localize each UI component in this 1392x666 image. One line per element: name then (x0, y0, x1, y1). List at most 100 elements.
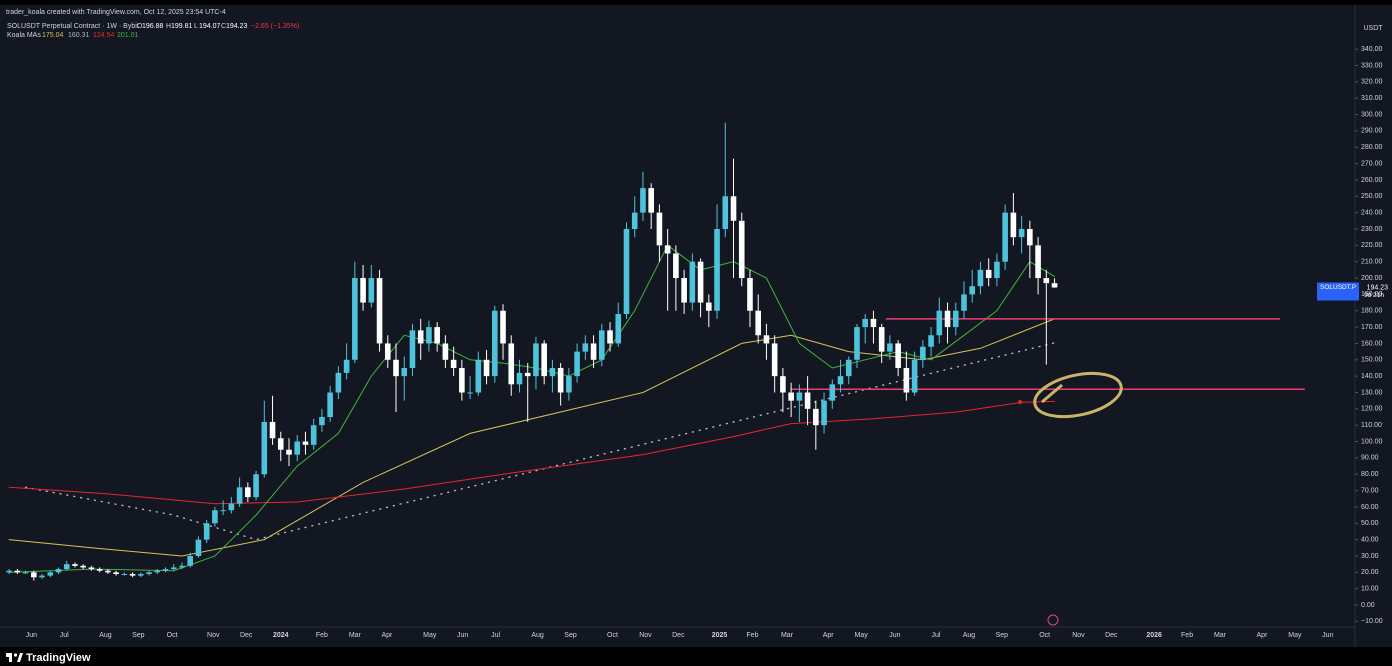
candle-body (409, 330, 416, 368)
price-change: −2.65 (−1.35%) (251, 23, 299, 30)
y-tick-label: 170.00 (1361, 324, 1383, 331)
candle-body (286, 449, 292, 455)
y-tick-label: 270.00 (1361, 160, 1383, 167)
candle-body (656, 212, 663, 246)
ohlc-letter: L (194, 23, 198, 30)
ohlc-value: 196.88 (142, 23, 164, 30)
candle-body (212, 510, 218, 524)
candle-body (1035, 245, 1041, 279)
y-tick-label: 320.00 (1361, 79, 1383, 86)
y-tick-label: 150.00 (1361, 357, 1383, 364)
x-tick-label: Sep (564, 632, 577, 639)
candle-body (574, 351, 580, 377)
indicator-value: 201.01 (117, 32, 139, 39)
x-tick-label: Oct (1039, 632, 1050, 639)
candle-body (952, 310, 959, 328)
candle-body (1018, 228, 1025, 238)
candle-body (582, 343, 589, 352)
x-tick-label: Sep (996, 632, 1009, 639)
candle-body (541, 343, 547, 377)
x-tick-label: Aug (99, 632, 112, 639)
candle-body (673, 253, 679, 279)
currency: USDT (1363, 25, 1383, 32)
candle-body (483, 359, 490, 377)
candle-body (738, 220, 745, 279)
candle-body (220, 510, 226, 512)
candle-body (450, 359, 457, 368)
candle-body (467, 392, 473, 394)
y-tick-label: 230.00 (1361, 226, 1383, 233)
hand-drawn-circle (1033, 371, 1123, 419)
candle-body (14, 570, 21, 573)
candle-body (977, 269, 984, 287)
x-tick-label: Dec (240, 632, 253, 639)
candle-body (557, 367, 564, 393)
candle-body (1010, 212, 1017, 238)
candle-body (459, 367, 465, 393)
x-tick-label: May (423, 632, 437, 639)
candle-body (294, 441, 301, 455)
y-tick-label: 290.00 (1361, 128, 1383, 135)
logo-shape (9, 653, 12, 662)
x-tick-label: Apr (823, 632, 835, 639)
candle-body (936, 310, 943, 336)
candle-body (969, 286, 976, 295)
candle-body (854, 327, 860, 360)
candle-body (269, 421, 276, 439)
y-tick-label: 10.00 (1361, 586, 1379, 593)
moving-average-line (8, 400, 1055, 505)
candle-body (6, 570, 12, 573)
candle-body (887, 343, 893, 352)
candle-body (862, 318, 869, 328)
y-tick-label: 30.00 (1361, 553, 1379, 560)
symbol-title: SOLUSDT Perpetual Contract · 1W · Bybit (7, 23, 139, 30)
candle-body (162, 569, 169, 571)
candle-body (195, 539, 202, 557)
candle-body (245, 487, 251, 498)
candle-body (187, 556, 194, 566)
y-tick-label: 90.00 (1361, 455, 1379, 462)
candle-body (138, 573, 144, 576)
x-tick-label: Mar (349, 632, 362, 639)
y-tick-label: 200.00 (1361, 275, 1383, 282)
y-tick-label: 120.00 (1361, 406, 1383, 413)
y-tick-label: 330.00 (1361, 62, 1383, 69)
candle-body (903, 367, 910, 393)
candle-body (722, 196, 729, 229)
candle-body (401, 367, 408, 377)
x-tick-label: Feb (746, 632, 758, 639)
x-tick-label: Jul (491, 632, 500, 639)
x-tick-label: Jun (1322, 632, 1333, 639)
candle-body (31, 572, 37, 578)
event-icon (1047, 614, 1059, 626)
ohlc-letter: H (166, 23, 171, 30)
x-tick-label: Aug (963, 632, 976, 639)
candle-body (755, 310, 761, 336)
ohlc-letter: O (137, 23, 143, 30)
candle-body (508, 343, 515, 385)
candle-body (105, 570, 111, 573)
candle-body (179, 565, 185, 568)
candle-body (261, 421, 268, 475)
candle-body (533, 343, 539, 377)
candle-body (985, 269, 992, 279)
candle-body (714, 228, 720, 311)
attribution: trader_koala created with TradingView.co… (6, 9, 226, 16)
y-tick-label: 80.00 (1361, 471, 1379, 478)
y-tick-label: 0.00 (1361, 602, 1375, 609)
candle-body (763, 335, 770, 344)
candle-body (1043, 278, 1050, 284)
marker-dot (1018, 400, 1022, 404)
y-tick-label: 100.00 (1361, 438, 1383, 445)
candle-body (475, 359, 482, 393)
x-tick-label: Jun (889, 632, 900, 639)
candle-body (911, 359, 918, 393)
candle-body (253, 474, 259, 498)
candle-body (277, 438, 284, 450)
candle-body (236, 487, 243, 504)
candle-body (121, 573, 128, 575)
candle-body (706, 302, 712, 311)
candle-body (352, 278, 358, 360)
candle-body (944, 310, 951, 328)
x-tick-label: Dec (672, 632, 685, 639)
